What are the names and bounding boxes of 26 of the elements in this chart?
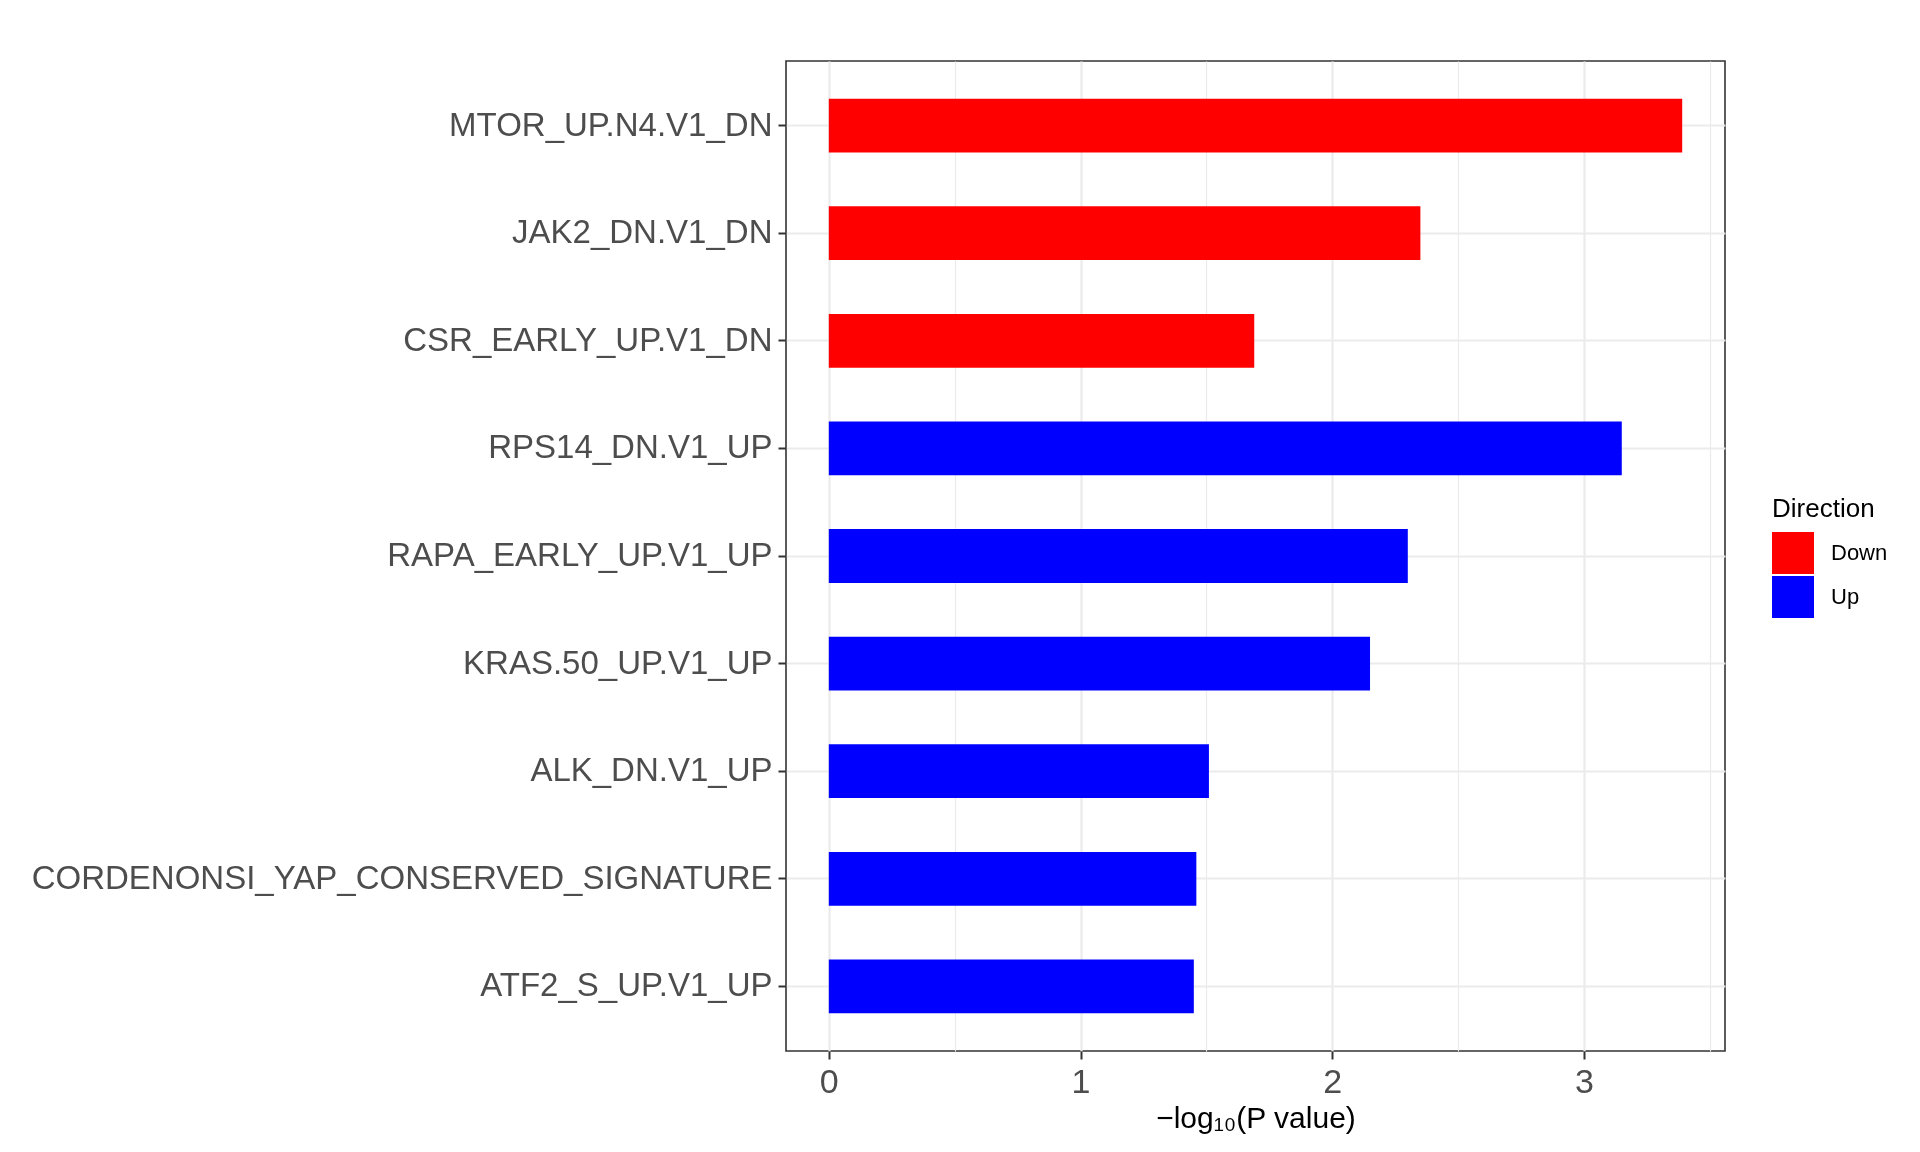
bar xyxy=(828,421,1622,476)
bar xyxy=(828,529,1408,583)
bar xyxy=(828,851,1197,906)
bar xyxy=(828,313,1255,368)
legend-label: Up xyxy=(1831,584,1860,609)
y-tick-label: RPS14_DN.V1_UP xyxy=(488,428,773,466)
x-tick-label: 3 xyxy=(1575,1061,1594,1100)
y-tick-label: MTOR_UP.N4.V1_DN xyxy=(449,105,773,143)
y-tick-label: RAPA_EARLY_UP.V1_UP xyxy=(387,536,773,573)
y-tick-label: CSR_EARLY_UP.V1_DN xyxy=(403,320,773,358)
x-tick-label: 1 xyxy=(1071,1061,1091,1100)
x-axis-title: −log₁₀(P value) xyxy=(1156,1100,1356,1134)
bar xyxy=(828,98,1683,153)
y-tick-label: CORDENONSI_YAP_CONSERVED_SIGNATURE xyxy=(31,858,773,896)
y-tick-label: ALK_DN.V1_UP xyxy=(530,751,773,789)
legend-title: Direction xyxy=(1772,493,1875,523)
y-tick-label: KRAS.50_UP.V1_UP xyxy=(463,643,773,681)
y-tick-label: ATF2_S_UP.V1_UP xyxy=(480,966,773,1004)
y-tick-label: JAK2_DN.V1_DN xyxy=(512,213,773,251)
bar xyxy=(828,959,1194,1014)
x-tick-label: 0 xyxy=(819,1061,839,1100)
x-tick-label: 2 xyxy=(1323,1061,1343,1100)
bar xyxy=(828,636,1371,691)
legend-label: Down xyxy=(1831,540,1888,565)
bar xyxy=(828,744,1209,799)
bar xyxy=(828,206,1421,261)
